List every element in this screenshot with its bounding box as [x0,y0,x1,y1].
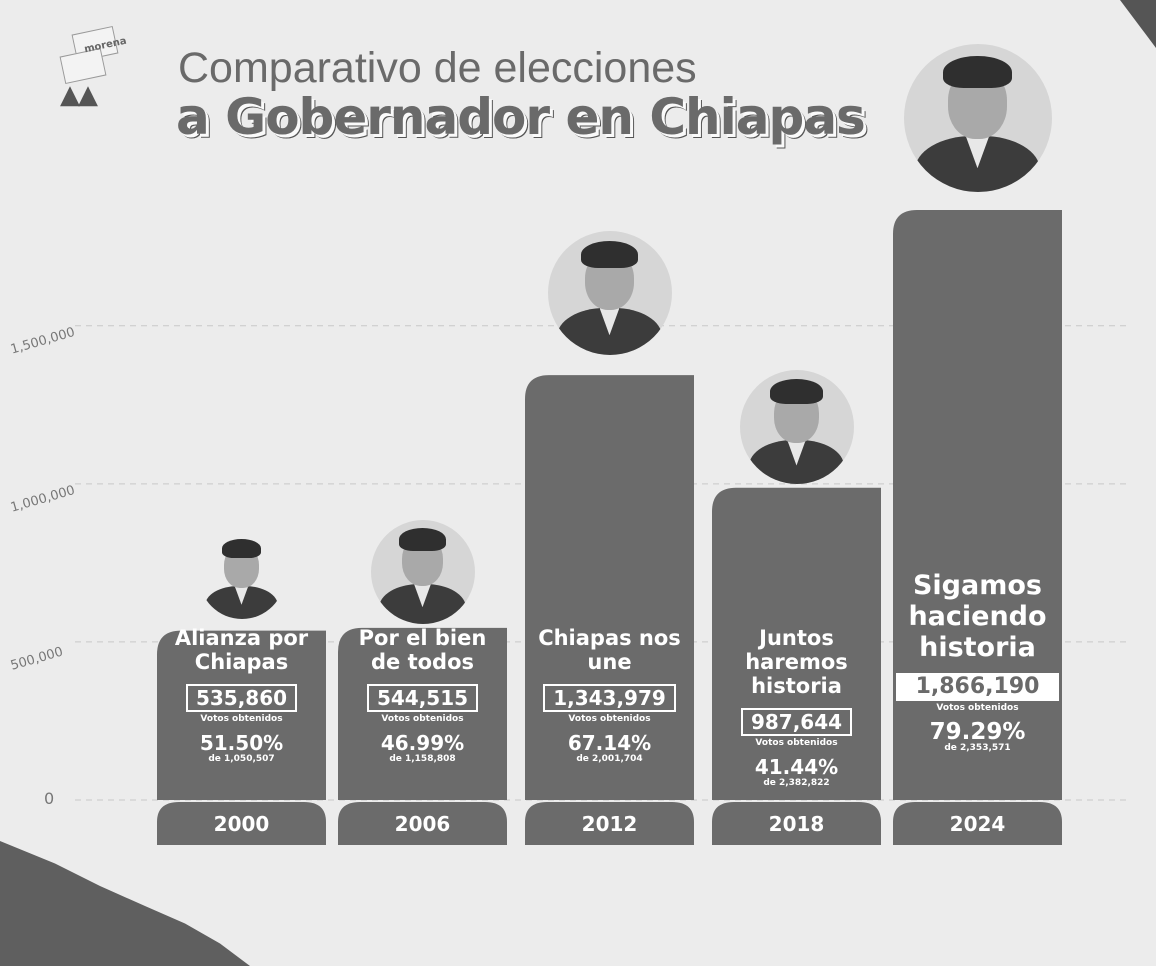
votes-label: Votos obtenidos [568,714,651,724]
party-name: Chiapas nos une [538,626,681,674]
bar-2024 [893,210,1062,800]
total-votes: de 2,353,571 [944,743,1011,753]
bar-label-2018: Juntos haremos historia 987,644 Votos obte… [712,626,881,788]
party-name: Alianza por Chiapas [174,626,309,674]
votes-label: Votos obtenidos [936,703,1019,713]
bar-label-2024: Sigamos haciendo historia 1,866,190 Votos … [893,570,1062,753]
x-tick-label: 2012 [581,812,638,836]
candidate-hair [580,241,638,269]
bar-2000 [157,630,326,800]
percentage: 51.50% [199,731,284,755]
total-votes: de 2,382,822 [763,778,830,788]
votes-label: Votos obtenidos [200,714,283,724]
candidate-photo-2018 [739,369,854,484]
x-tick-label: 2024 [949,812,1006,836]
title-line-2: a Gobernador en Chiapas [176,88,866,146]
bar-label-2000: Alianza por Chiapas 535,860 Votos obtenido… [157,626,326,764]
party-name: Sigamos haciendo historia [908,570,1047,663]
candidate-hair [943,55,1012,89]
candidate-photo-2012 [547,231,672,356]
votes-value: 987,644 [740,708,853,736]
y-tick-label: 1,500,000 [9,325,77,358]
bar-2012 [525,375,694,800]
votes-value: 1,866,190 [895,673,1060,701]
year-tab-2018 [712,802,881,845]
torn-paper-corner-top [1120,0,1156,48]
candidate-photo-2006 [370,519,475,624]
bar-2006 [338,627,507,800]
candidate-hair [398,528,447,552]
percentage: 46.99% [380,731,465,755]
y-tick-label: 0 [44,789,54,808]
title-line-1: Comparativo de elecciones [178,44,697,92]
morena-logo: morena ▲▲ [59,22,128,108]
votes-value: 535,860 [185,684,298,712]
votes-label: Votos obtenidos [381,714,464,724]
year-tab-2012 [525,802,694,845]
x-tick-label: 2006 [394,812,451,836]
candidate-hair [221,539,262,559]
candidate-photo-2024 [903,44,1052,192]
total-votes: de 2,001,704 [576,754,643,764]
x-tick-label: 2018 [768,812,825,836]
logo-m-icon: ▲▲ [60,80,98,110]
party-name: Juntos haremos historia [745,626,848,698]
votes-value: 544,515 [366,684,479,712]
party-name: Por el bien de todos [358,626,487,674]
bar-2018 [712,487,881,800]
candidate-photo-2000 [199,533,285,619]
total-votes: de 1,158,808 [389,754,456,764]
y-tick-label: 500,000 [9,645,65,674]
votes-label: Votos obtenidos [755,738,838,748]
votes-value: 1,343,979 [543,684,676,712]
bar-label-2012: Chiapas nos une 1,343,979 Votos obtenidos 6… [525,626,694,764]
percentage: 67.14% [567,731,652,755]
year-tab-2006 [338,802,507,845]
bar-label-2006: Por el bien de todos 544,515 Votos obtenid… [338,626,507,764]
percentage: 41.44% [754,755,839,779]
y-tick-label: 1,000,000 [9,483,77,516]
total-votes: de 1,050,507 [208,754,275,764]
year-tab-2000 [157,802,326,845]
x-tick-label: 2000 [213,812,270,836]
candidate-hair [770,378,823,404]
percentage: 79.29% [929,719,1026,745]
year-tab-2024 [893,802,1062,845]
